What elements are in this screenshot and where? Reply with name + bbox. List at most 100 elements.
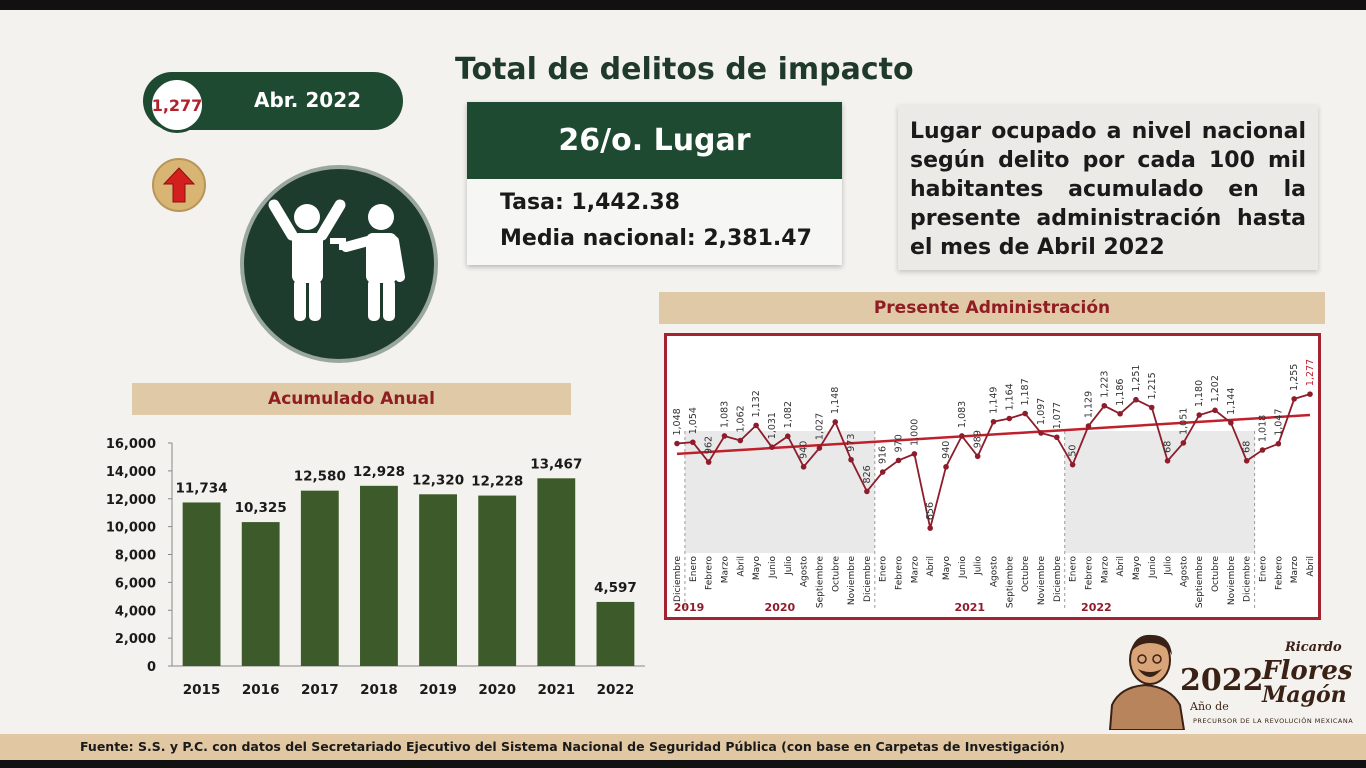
month-label: Noviembre: [1227, 556, 1237, 606]
bar-value-label: 13,467: [530, 456, 582, 472]
bar-value-label: 10,325: [235, 500, 287, 516]
data-point: [784, 433, 791, 439]
data-point: [1164, 458, 1171, 464]
data-label: 1,097: [1036, 398, 1047, 425]
month-label: Enero: [689, 556, 699, 582]
month-label: Octubre: [1211, 556, 1221, 592]
data-point: [1148, 404, 1155, 411]
data-label: 989: [973, 430, 984, 448]
data-point: [1117, 410, 1123, 417]
data-point: [1069, 461, 1076, 468]
data-point: [864, 488, 870, 495]
data-point: [1054, 434, 1060, 441]
page-title: Total de delitos de impacto: [455, 52, 914, 87]
data-label: 1,202: [1210, 375, 1221, 402]
month-label: Julio: [974, 556, 984, 576]
data-label: 1,149: [989, 387, 1000, 414]
data-point: [1006, 415, 1013, 422]
data-point: [753, 422, 759, 429]
year-shading: [874, 431, 1065, 553]
data-label: 1,148: [830, 387, 841, 414]
month-label: Octubre: [1021, 556, 1031, 592]
annual-bar-chart: 0 2,000 4,000 6,000 8,000 10,000 12,000 14,000 1…: [106, 437, 645, 698]
data-label: 1,164: [1004, 383, 1015, 410]
data-label: 1,082: [783, 401, 794, 428]
national-mean-value: Media nacional: 2,381.47: [500, 226, 812, 251]
ranking-card: 26/o. Lugar Tasa: 1,442.38 Media naciona…: [467, 102, 842, 265]
data-point: [1228, 420, 1234, 426]
month-label: Diciembre: [863, 556, 873, 602]
data-label: 656: [925, 502, 936, 520]
bar-category-label: 2019: [419, 682, 457, 698]
data-label: 1,083: [719, 401, 730, 428]
data-label: 916: [878, 446, 889, 464]
month-label: Noviembre: [1037, 556, 1047, 606]
data-point: [674, 440, 680, 447]
data-label: 826: [862, 465, 873, 483]
data-label: 1,062: [735, 405, 746, 432]
data-label: 68: [1163, 441, 1174, 453]
bar-2022: [596, 601, 635, 666]
bar-value-label: 12,320: [412, 472, 464, 488]
bar-y-tick-label: 14,000: [106, 465, 156, 480]
data-label: 940: [941, 441, 952, 459]
month-label: Abril: [736, 556, 746, 577]
data-point: [690, 439, 696, 446]
data-label: 1,187: [1020, 378, 1031, 405]
bar-category-label: 2017: [301, 682, 339, 698]
data-point: [1243, 458, 1250, 464]
data-point: [1101, 402, 1108, 409]
description-text: Lugar ocupado a nivel nacional según del…: [910, 119, 1306, 260]
bar-value-label: 11,734: [176, 480, 228, 496]
bar-category-label: 2021: [538, 682, 576, 698]
data-label: 1,000: [909, 419, 920, 446]
data-point: [1022, 410, 1028, 417]
bar-chart-title: Acumulado Anual: [132, 383, 571, 415]
data-point: [737, 437, 744, 444]
portrait-illustration: [1108, 634, 1186, 730]
data-label: 1,129: [1083, 391, 1094, 418]
data-point: [1212, 407, 1218, 414]
month-label: Septiembre: [1005, 556, 1015, 609]
data-point: [1133, 396, 1139, 403]
month-label: Agosto: [990, 556, 1000, 588]
data-point: [959, 433, 965, 439]
data-label: 1,047: [1273, 409, 1284, 436]
bar-2018: [360, 485, 398, 666]
logo-ano-de: Año de: [1190, 700, 1229, 713]
month-label: Marzo: [720, 556, 730, 584]
data-point: [848, 456, 854, 463]
data-label: 962: [704, 436, 715, 454]
data-point: [990, 418, 997, 425]
data-point: [721, 433, 728, 439]
data-point: [879, 469, 886, 475]
data-label: 1,048: [672, 408, 683, 435]
data-point: [974, 453, 981, 460]
bar-value-label: 4,597: [594, 580, 637, 596]
bar-2016: [241, 522, 280, 666]
line-chart-frame: 1,048 Diciembre 1,054 Enero 962 Febrero 1,083 M…: [664, 333, 1321, 620]
month-label: Abril: [1306, 556, 1316, 577]
bar-2015: [182, 502, 221, 666]
description-card: Lugar ocupado a nivel nacional según del…: [898, 105, 1318, 270]
data-point: [1038, 430, 1044, 436]
data-point: [769, 444, 775, 451]
month-label: Agosto: [1179, 556, 1189, 588]
month-label: Junio: [768, 556, 778, 580]
month-label: Diciembre: [673, 556, 683, 602]
data-label: 940: [799, 441, 810, 459]
data-label: 50: [1068, 445, 1079, 457]
trend-line: [676, 413, 1311, 456]
data-label: 1,215: [1147, 372, 1158, 399]
month-label: Enero: [1069, 556, 1079, 582]
logo-name-magon: Magón: [1262, 682, 1347, 708]
year-label: 2022: [1081, 601, 1112, 614]
year-label: 2020: [765, 601, 796, 614]
month-label: Abr. 2022: [254, 88, 362, 112]
bar-value-label: 12,580: [294, 469, 346, 485]
logo-subtitle: PRECURSOR DE LA REVOLUCIÓN MEXICANA: [1193, 717, 1354, 725]
data-label: 1,180: [1194, 380, 1205, 407]
data-point: [705, 459, 712, 465]
month-label: Agosto: [800, 556, 810, 588]
slide: Total de delitos de impacto 1,277 Abr. 2…: [0, 10, 1366, 760]
